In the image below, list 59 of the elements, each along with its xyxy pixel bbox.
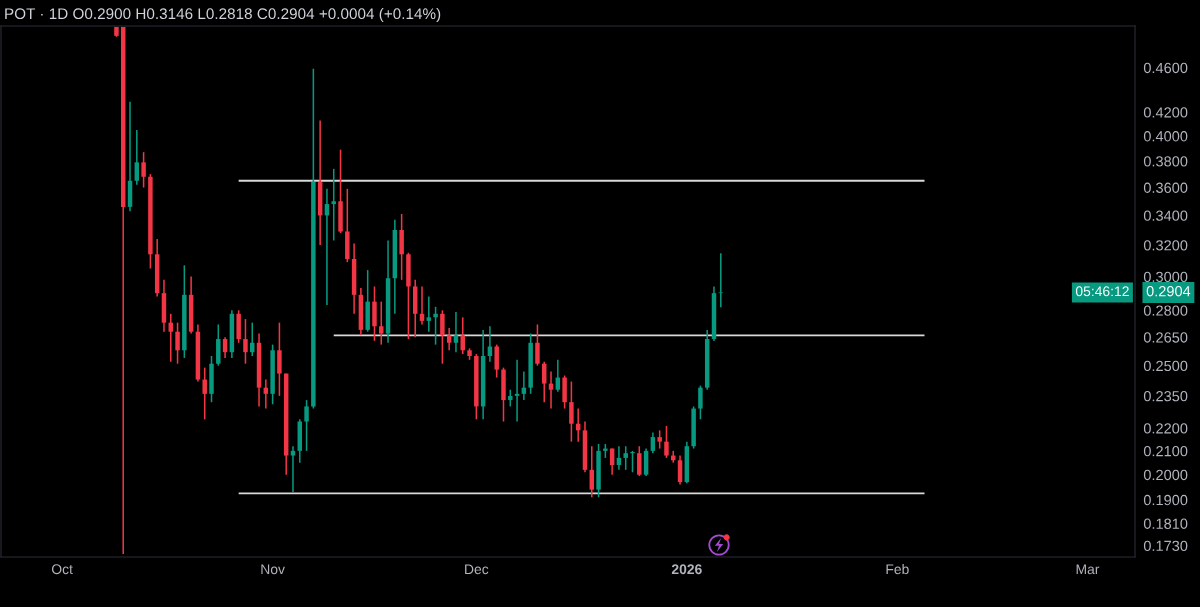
candlestick [277,321,282,397]
candlestick [460,316,465,355]
candlestick [433,306,438,346]
y-tick-label: 0.3600 [1143,182,1188,193]
x-tick-label: Feb [886,563,909,575]
y-tick-label: 0.1730 [1143,540,1188,551]
y-tick-label: 0.4600 [1143,62,1188,74]
candlestick [623,445,628,471]
y-tick-label: 0.2100 [1143,445,1188,457]
candlestick [698,384,703,421]
candlestick [453,311,459,353]
y-tick-label: 0.2650 [1143,332,1188,343]
candlestick [718,252,724,308]
candlestick [446,327,452,352]
candlestick [202,366,207,421]
y-tick-label: 0.2000 [1143,469,1188,481]
x-tick-label: Nov [261,564,285,575]
y-tick-label: 0.2500 [1143,360,1188,372]
annotation: 05:46:12 [1075,286,1129,297]
candlestick [630,450,635,474]
candlestick [541,361,547,403]
x-tick-label: Mar [1076,564,1100,575]
candlestick [331,168,336,242]
y-tick-label: 0.2350 [1143,391,1188,402]
text: 0.2904 [1146,286,1191,297]
y-tick-label: 0.4200 [1143,107,1188,118]
x-tick-label: 2026 [671,564,702,575]
candlestick [290,445,296,493]
x-tick-label: Oct [51,564,73,575]
y-tick-label: 0.1900 [1143,494,1188,506]
candlestick [243,318,248,365]
candlestick [440,309,445,365]
candlestick [168,313,173,363]
candlestick [569,380,574,443]
y-tick-label: 0.3200 [1143,240,1188,251]
candlestick [535,323,540,367]
candlestick [664,425,669,459]
y-tick-label: 0.3000 [1143,271,1188,283]
candlestick [643,447,649,477]
candlestick [677,454,683,486]
x-tick-label: Dec [465,564,489,575]
candlestick [379,300,384,346]
candlestick [175,321,180,365]
y-tick-label: 0.3400 [1143,210,1188,221]
candlestick [426,295,432,333]
candlestick [134,129,140,186]
y-tick-label: 0.1810 [1143,518,1188,529]
y-tick-label: 0.2800 [1143,305,1188,316]
y-tick-label: 0.2200 [1143,423,1188,434]
candlestick [141,151,146,189]
y-tick-label: 0.4000 [1143,131,1188,142]
candlestick [657,429,662,450]
candlestick [304,399,309,452]
candlestick [494,343,499,379]
candlestick [650,431,656,454]
chart-title: POT · 1D O0.2900 H0.3146 L0.2818 C0.2904 +0.0004 (+0.14%) [5,7,441,23]
candlestick [637,445,642,477]
candlestick [589,445,595,498]
y-tick-label: 0.3800 [1143,156,1188,167]
